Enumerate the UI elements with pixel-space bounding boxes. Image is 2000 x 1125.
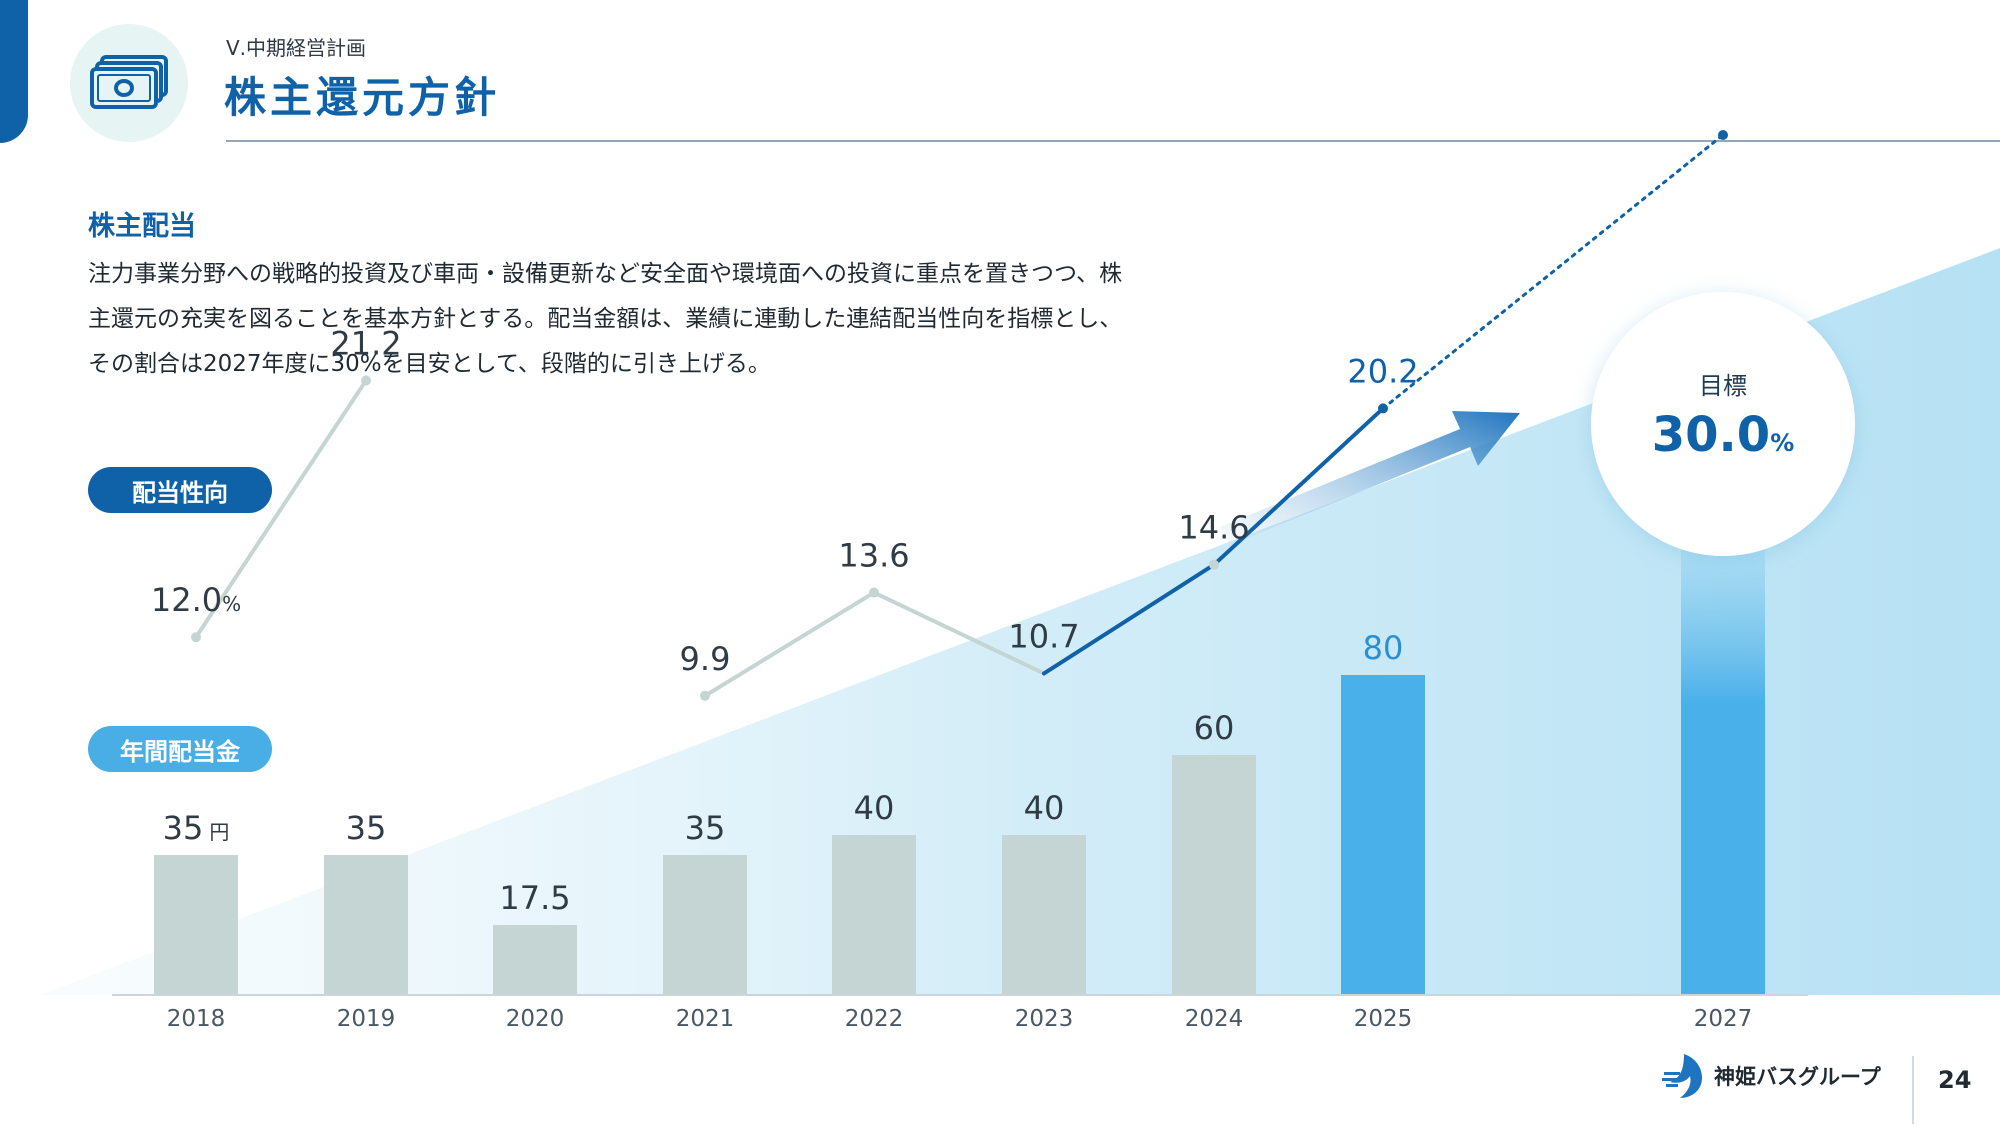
payout-value-label: 10.7 <box>1008 617 1079 655</box>
body-line: 注力事業分野への戦略的投資及び車両・設備更新など安全面や環境面への投資に重点を置… <box>88 261 1123 287</box>
target-circle <box>1591 292 1855 556</box>
payout-line-segment <box>1381 133 1725 410</box>
company-logo: 神姫バスグループ <box>1662 1052 1881 1100</box>
body-paragraph: 注力事業分野への戦略的投資及び車両・設備更新など安全面や環境面への投資に重点を置… <box>88 252 1288 387</box>
x-tick-label: 2027 <box>1694 1006 1753 1032</box>
payout-value-label: 9.9 <box>680 640 731 678</box>
x-tick-label: 2021 <box>676 1006 735 1032</box>
section-label: Ⅴ.中期経営計画 <box>226 36 367 60</box>
bar <box>1172 755 1256 995</box>
bar <box>1341 675 1425 995</box>
corner-accent <box>0 0 28 143</box>
bar <box>154 855 238 995</box>
payout-line-segment <box>1212 406 1385 567</box>
body-line: その割合は2027年度に30%を目安として、段階的に引き上げる。 <box>88 351 771 377</box>
bar-value-label: 80 <box>1363 629 1404 667</box>
x-tick-label: 2019 <box>337 1006 396 1032</box>
payout-line-segment <box>703 590 876 698</box>
bar-value-label: 60 <box>1194 709 1235 747</box>
bar <box>493 925 577 995</box>
unit-label: % <box>222 592 241 616</box>
payout-point <box>700 690 710 701</box>
page-title: 株主還元方針 <box>224 73 501 122</box>
bar-value-label: 40 <box>1024 789 1065 827</box>
bar-value-label: 35 円 <box>163 809 230 847</box>
payout-value-label: 21.2 <box>330 325 401 363</box>
payout-point <box>869 587 879 598</box>
target-bar <box>1681 545 1765 995</box>
payout-point <box>361 375 371 386</box>
payout-value-label: 13.6 <box>838 537 909 575</box>
bar <box>832 835 916 995</box>
sub-heading: 株主配当 <box>88 211 196 242</box>
bar <box>324 855 408 995</box>
x-tick-label: 2023 <box>1015 1006 1074 1032</box>
bar <box>663 855 747 995</box>
payout-line-segment <box>872 590 1046 676</box>
bar-value-label: 40 <box>854 789 895 827</box>
body-line: 主還元の充実を図ることを基本方針とする。配当金額は、業績に連動した連結配当性向を… <box>88 306 1123 332</box>
company-name: 神姫バスグループ <box>1714 1065 1881 1089</box>
legend-payout-ratio: 配当性向 <box>88 467 272 513</box>
money-icon <box>90 55 168 109</box>
payout-line-segment <box>194 378 368 640</box>
page-number: 24 <box>1938 1066 1972 1094</box>
footer-divider <box>1912 1056 1914 1124</box>
target-label: 目標 <box>1699 372 1747 400</box>
bar-value-label: 17.5 <box>499 879 570 917</box>
growth-arrow <box>1220 411 1520 545</box>
x-tick-label: 2020 <box>506 1006 565 1032</box>
legend-annual-dividend: 年間配当金 <box>88 726 272 772</box>
x-tick-label: 2025 <box>1354 1006 1413 1032</box>
target-unit: % <box>1770 429 1794 457</box>
unit-label: 円 <box>209 820 229 844</box>
payout-point <box>1718 130 1728 140</box>
x-tick-label: 2018 <box>167 1006 226 1032</box>
growth-background <box>40 248 2000 995</box>
payout-point <box>1209 559 1219 570</box>
x-tick-label: 2022 <box>845 1006 904 1032</box>
payout-line-segment <box>1042 562 1216 676</box>
payout-point <box>1378 403 1388 414</box>
payout-point <box>191 632 201 643</box>
payout-value-label: 14.6 <box>1178 509 1249 547</box>
money-icon-circle <box>70 24 188 142</box>
x-tick-label: 2024 <box>1185 1006 1244 1032</box>
bar-value-label: 35 <box>346 809 387 847</box>
logo-mark-icon <box>1662 1054 1702 1098</box>
bar <box>1002 835 1086 995</box>
title-divider <box>226 140 2000 142</box>
payout-value-label: 20.2 <box>1347 352 1418 390</box>
bar-value-label: 35 <box>685 809 726 847</box>
